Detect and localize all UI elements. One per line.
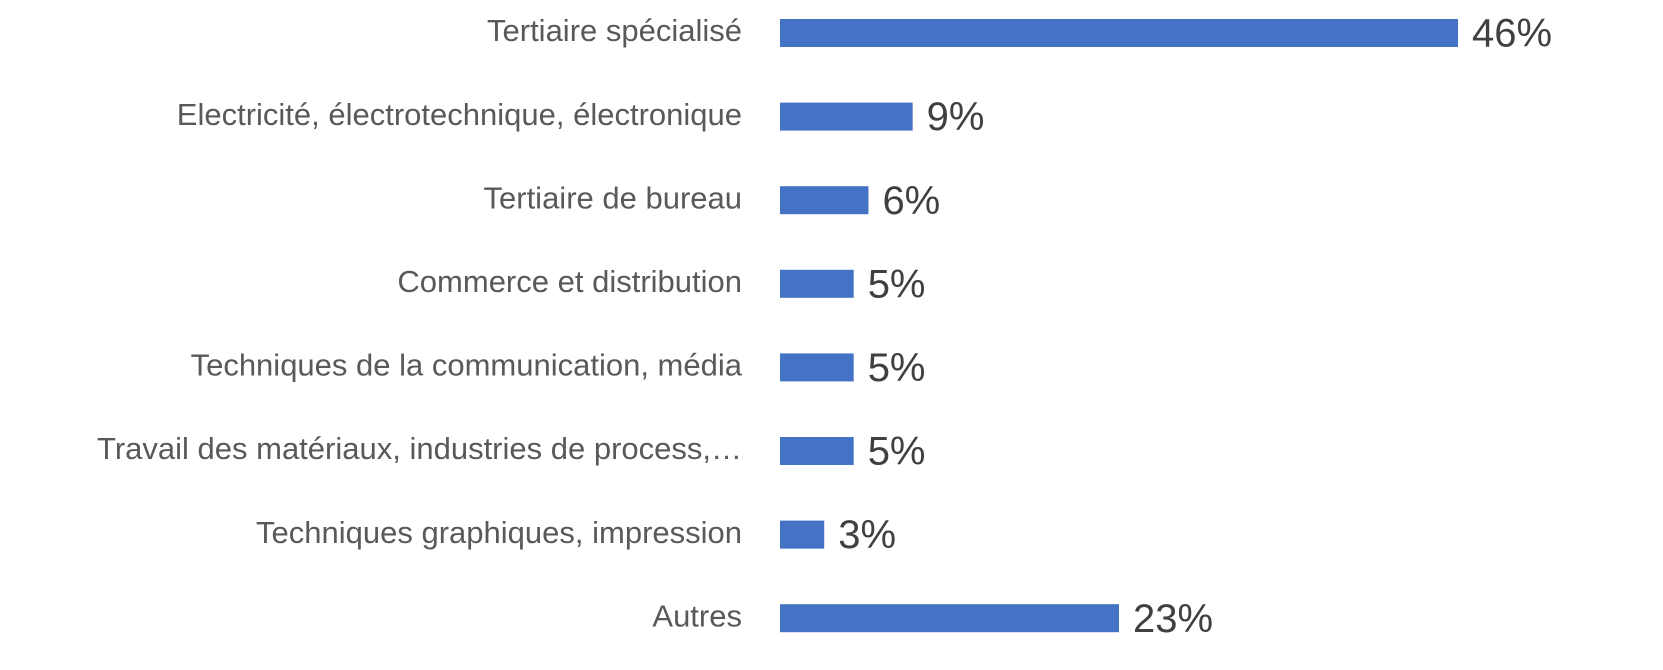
bar (780, 437, 854, 465)
value-label: 46% (1472, 12, 1552, 56)
value-label: 5% (868, 346, 926, 390)
bar (780, 520, 825, 549)
category-label: Commerce et distribution (397, 264, 742, 299)
bar (780, 353, 854, 382)
bar (780, 102, 913, 131)
category-label: Tertiaire de bureau (484, 180, 743, 215)
category-label: Techniques graphiques, impression (256, 515, 742, 550)
bar (780, 269, 854, 298)
category-label: Tertiaire spécialisé (487, 13, 742, 48)
value-label: 6% (882, 179, 940, 223)
value-label: 23% (1133, 597, 1213, 641)
category-label: Autres (652, 598, 742, 633)
value-label: 5% (868, 430, 926, 474)
value-label: 5% (868, 262, 926, 306)
category-label: Techniques de la communication, média (191, 348, 743, 383)
bar (780, 186, 869, 215)
value-label: 9% (927, 95, 985, 139)
category-label: Electricité, électrotechnique, électroni… (177, 97, 742, 132)
bar (780, 19, 1459, 47)
bar (780, 604, 1120, 633)
category-label: Travail des matériaux, industries de pro… (97, 431, 742, 466)
value-label: 3% (838, 513, 896, 557)
